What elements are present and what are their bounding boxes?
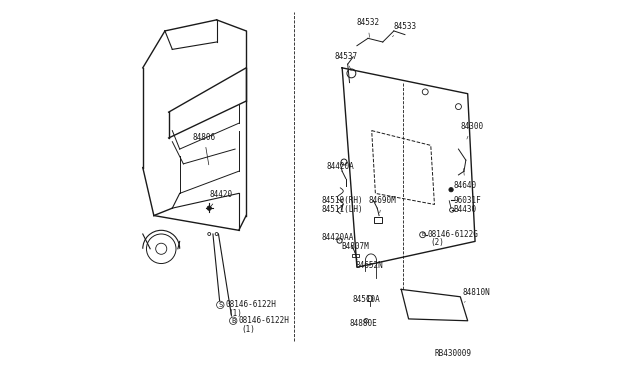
Bar [352, 254, 359, 257]
Text: B: B [231, 318, 236, 324]
Text: 84511(LH): 84511(LH) [322, 205, 364, 215]
Text: 84690M: 84690M [369, 196, 397, 213]
Text: 84640: 84640 [454, 169, 477, 190]
Text: 84810N: 84810N [462, 288, 490, 302]
Text: 08146-6122H: 08146-6122H [239, 316, 290, 325]
Text: 84510(RH): 84510(RH) [322, 196, 364, 205]
Text: 84880E: 84880E [349, 318, 378, 328]
Text: B: B [421, 232, 424, 237]
Text: 84510A: 84510A [353, 295, 380, 304]
Text: 08146-6122H: 08146-6122H [226, 300, 276, 310]
Text: 84532: 84532 [356, 18, 380, 38]
Text: B4430: B4430 [454, 205, 477, 215]
Text: (1): (1) [242, 325, 255, 334]
Text: 84806: 84806 [193, 133, 216, 165]
Text: (2): (2) [431, 238, 445, 247]
Text: B4807M: B4807M [341, 242, 369, 255]
Text: 84537: 84537 [334, 52, 357, 71]
Text: 96031F: 96031F [454, 196, 481, 205]
Text: S: S [218, 302, 223, 308]
Circle shape [449, 187, 453, 192]
Text: 84420: 84420 [209, 190, 232, 206]
Text: (1): (1) [229, 309, 243, 318]
Text: 84300: 84300 [460, 122, 483, 139]
Bar [374, 217, 381, 223]
Text: 84533: 84533 [392, 22, 417, 36]
Circle shape [207, 206, 211, 211]
Text: 08146-6122G: 08146-6122G [427, 230, 478, 239]
Text: 84420AA: 84420AA [322, 232, 354, 241]
Text: 84420A: 84420A [326, 163, 355, 171]
Text: RB430009: RB430009 [435, 350, 472, 359]
Text: 84652N: 84652N [355, 261, 383, 270]
